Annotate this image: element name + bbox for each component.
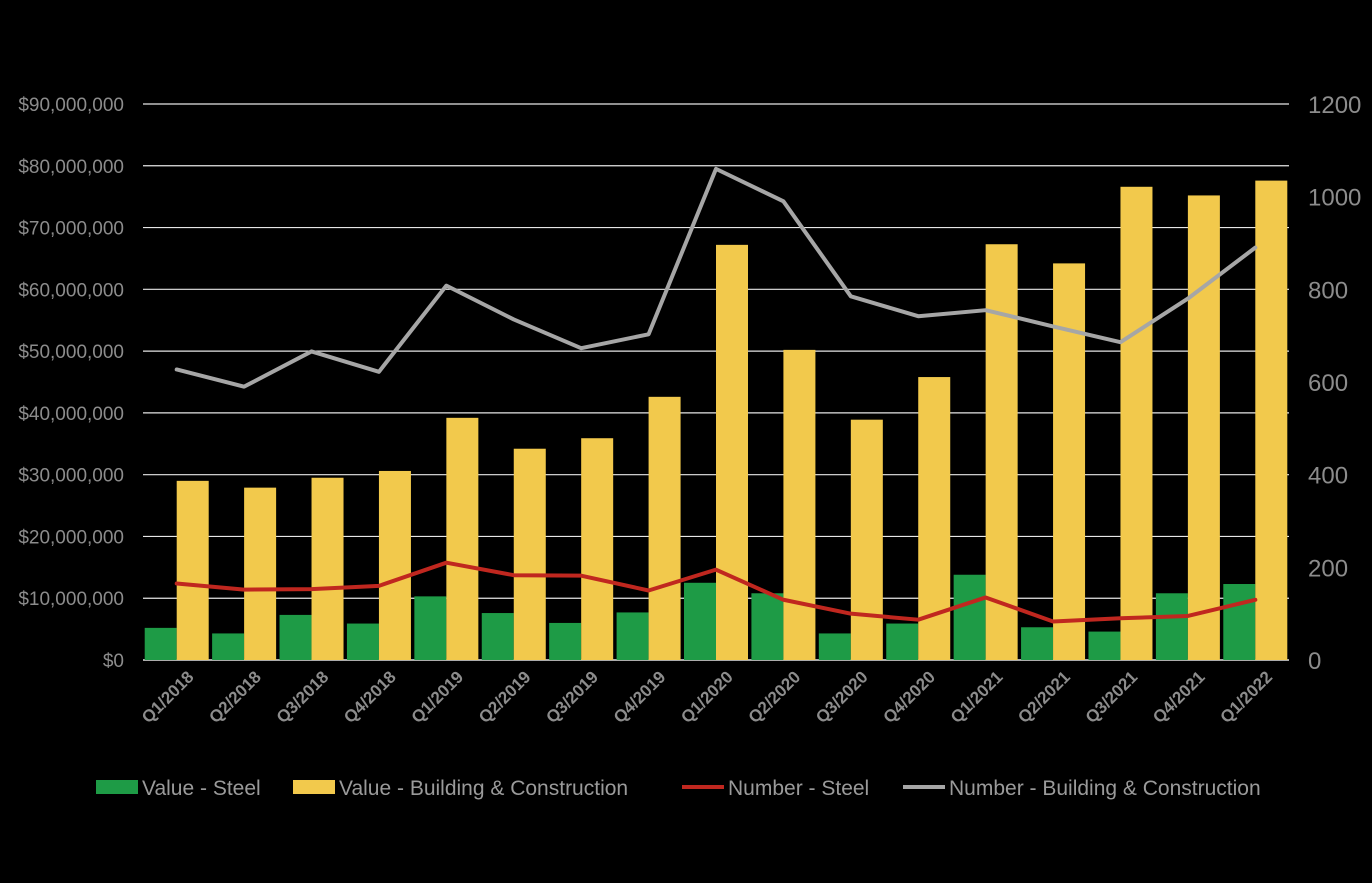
right-tick-label: 0	[1308, 648, 1321, 675]
left-tick-label: $50,000,000	[18, 342, 124, 363]
series-lines	[174, 166, 1258, 624]
legend-swatch-value-steel	[96, 780, 138, 794]
bar-value-building	[311, 477, 344, 660]
x-tick-label: Q2/2020	[745, 667, 805, 727]
left-tick-label: $30,000,000	[18, 466, 124, 487]
bar-value-steel	[751, 593, 784, 660]
x-tick-label: Q3/2018	[273, 667, 333, 727]
bar-value-building	[783, 349, 816, 660]
bar-value-steel	[1155, 593, 1188, 660]
legend-label-number-steel: Number - Steel	[728, 777, 869, 800]
bar-value-steel	[279, 614, 312, 660]
legend-label-value-building: Value - Building & Construction	[339, 777, 628, 800]
bar-value-building	[716, 244, 748, 660]
bar-value-steel	[144, 627, 177, 660]
right-tick-label: 1200	[1308, 92, 1361, 119]
x-tick-label: Q3/2020	[812, 667, 872, 727]
left-tick-label: $70,000,000	[18, 219, 124, 240]
bar-value-steel	[684, 582, 716, 660]
right-tick-label: 400	[1308, 463, 1348, 490]
left-tick-label: $20,000,000	[18, 527, 124, 548]
x-tick-label: Q4/2021	[1149, 667, 1209, 727]
x-tick-label: Q1/2019	[408, 667, 468, 727]
left-tick-label: $80,000,000	[18, 157, 124, 178]
legend-item-number-steel: Number - Steel	[682, 777, 869, 800]
bars	[144, 180, 1288, 661]
bar-value-building	[378, 470, 411, 660]
left-tick-label: $0	[103, 651, 124, 672]
legend: Value - Steel Value - Building & Constru…	[96, 777, 1261, 800]
bar-value-building	[513, 448, 546, 660]
bar-value-building	[1187, 195, 1220, 661]
right-tick-label: 200	[1308, 555, 1348, 582]
right-tick-label: 800	[1308, 277, 1348, 304]
legend-item-value-building: Value - Building & Construction	[293, 777, 628, 800]
x-tick-label: Q3/2021	[1082, 667, 1142, 727]
left-axis-ticks: $0 $10,000,000 $20,000,000 $30,000,000 $40,0…	[18, 95, 124, 672]
bar-value-steel	[414, 596, 447, 660]
right-tick-label: 1000	[1308, 185, 1361, 212]
x-axis-labels: Q1/2018 Q2/2018 Q3/2018 Q4/2018 Q1/2019 Q2/20…	[138, 667, 1276, 727]
bar-value-building	[581, 438, 614, 660]
bar-value-building	[446, 417, 479, 660]
legend-label-number-building: Number - Building & Construction	[949, 777, 1261, 800]
line-number-steel	[174, 560, 1258, 624]
x-tick-label: Q2/2021	[1014, 667, 1074, 727]
bar-value-steel	[346, 623, 379, 660]
x-tick-label: Q1/2022	[1217, 667, 1277, 727]
bar-value-steel	[549, 622, 582, 660]
bar-value-building	[244, 487, 277, 660]
left-tick-label: $90,000,000	[18, 95, 124, 116]
bar-value-building	[176, 480, 209, 660]
bar-value-steel	[481, 613, 514, 660]
bar-value-steel	[886, 623, 919, 660]
x-tick-label: Q1/2020	[677, 667, 737, 727]
bar-value-building	[1255, 180, 1288, 661]
right-axis-ticks: 0 200 400 600 800 1000 1200	[1308, 92, 1361, 675]
legend-label-value-steel: Value - Steel	[142, 777, 261, 800]
x-tick-label: Q4/2018	[340, 667, 400, 727]
bar-value-building	[1120, 186, 1153, 660]
bar-value-steel	[1088, 631, 1121, 660]
right-tick-label: 600	[1308, 370, 1348, 397]
bar-value-building	[850, 419, 883, 660]
bar-value-steel	[953, 574, 986, 660]
line-number-building	[174, 166, 1258, 389]
x-tick-label: Q2/2019	[475, 667, 535, 727]
x-tick-label: Q1/2021	[947, 667, 1007, 727]
x-tick-label: Q4/2020	[880, 667, 940, 727]
bar-value-building	[648, 396, 681, 660]
left-tick-label: $10,000,000	[18, 589, 124, 610]
left-tick-label: $60,000,000	[18, 280, 124, 301]
legend-swatch-value-building	[293, 780, 335, 794]
x-tick-label: Q3/2019	[542, 667, 602, 727]
left-tick-label: $40,000,000	[18, 404, 124, 425]
bar-value-steel	[616, 612, 649, 660]
bar-value-steel	[212, 633, 245, 660]
legend-item-number-building: Number - Building & Construction	[903, 777, 1261, 800]
legend-item-value-steel: Value - Steel	[96, 777, 261, 800]
x-tick-label: Q2/2018	[205, 667, 265, 727]
bar-value-steel	[1021, 627, 1054, 660]
bar-value-steel	[818, 633, 851, 660]
bar-value-building	[1053, 263, 1086, 660]
x-tick-label: Q4/2019	[610, 667, 670, 727]
x-tick-label: Q1/2018	[138, 667, 198, 727]
bar-value-steel	[1223, 584, 1256, 660]
